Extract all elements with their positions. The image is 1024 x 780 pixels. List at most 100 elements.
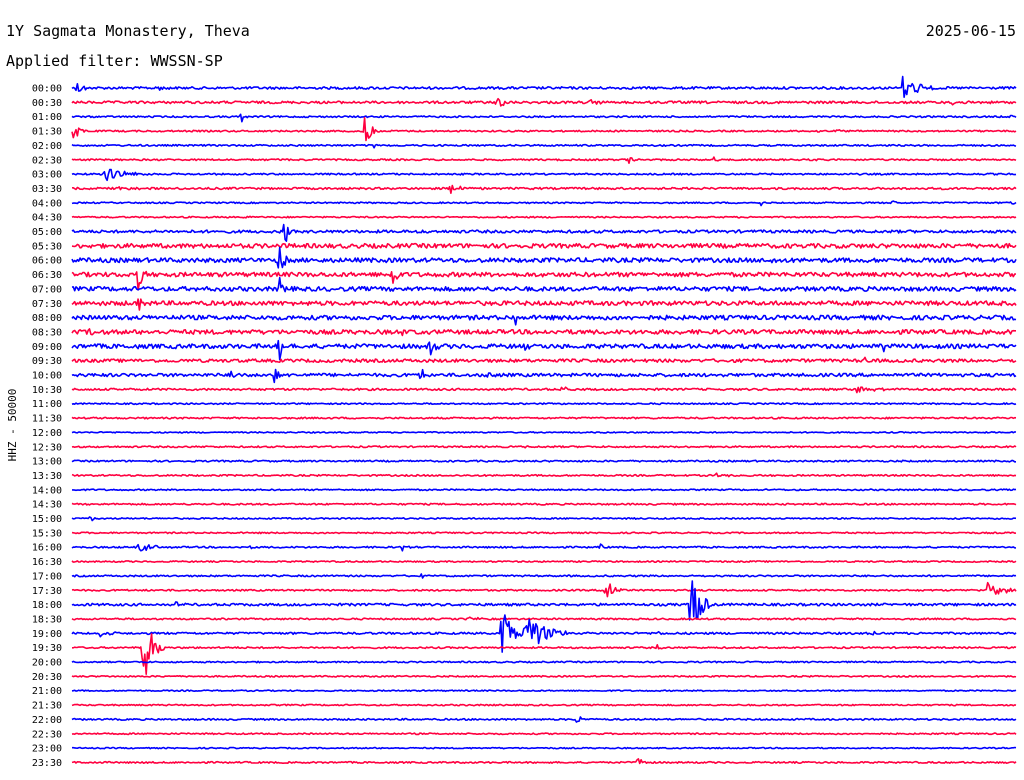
trace-0330: [72, 184, 1017, 194]
trace-0030: [71, 97, 1017, 107]
y-axis-label: HHZ - 50000: [6, 389, 19, 462]
tick-label-0030: 00:30: [32, 98, 62, 109]
tick-label-1430: 14:30: [32, 500, 62, 511]
tick-label-0430: 04:30: [32, 213, 62, 224]
trace-1800: [71, 580, 1017, 621]
tick-label-1100: 11:00: [32, 399, 62, 410]
trace-2000: [71, 660, 1017, 664]
tick-label-0200: 02:00: [32, 141, 62, 152]
trace-2030: [71, 674, 1017, 678]
trace-1530: [71, 531, 1017, 535]
trace-0200: [71, 143, 1017, 149]
trace-0300: [71, 168, 1017, 182]
tick-label-1730: 17:30: [32, 586, 62, 597]
tick-label-0830: 08:30: [32, 327, 62, 338]
tick-label-2100: 21:00: [32, 686, 62, 697]
trace-0400: [71, 200, 1017, 207]
trace-1000: [71, 368, 1017, 384]
trace-1900: [71, 614, 1017, 653]
tick-label-0800: 08:00: [32, 313, 62, 324]
trace-0500: [71, 223, 1017, 242]
seismic-traces: [71, 75, 1017, 765]
trace-1030: [71, 386, 1017, 394]
tick-label-0400: 04:00: [32, 198, 62, 209]
trace-1630: [71, 560, 1017, 563]
tick-label-1200: 12:00: [32, 428, 62, 439]
tick-label-0000: 00:00: [32, 84, 62, 95]
chart-date: 2025-06-15: [926, 22, 1016, 40]
tick-label-1000: 10:00: [32, 371, 62, 382]
trace-0230: [71, 156, 1017, 164]
trace-1830: [71, 616, 1017, 621]
trace-1330: [71, 472, 1017, 478]
station-title: 1Y Sagmata Monastery, Theva: [6, 22, 250, 40]
tick-label-1800: 18:00: [32, 600, 62, 611]
trace-0730: [71, 298, 1017, 311]
tick-label-0900: 09:00: [32, 342, 62, 353]
tick-label-0930: 09:30: [32, 356, 62, 367]
tick-label-1030: 10:30: [32, 385, 62, 396]
tick-label-1330: 13:30: [32, 471, 62, 482]
tick-label-0330: 03:30: [32, 184, 62, 195]
tick-label-1230: 12:30: [32, 442, 62, 453]
trace-2200: [71, 716, 1017, 723]
tick-label-2200: 22:00: [32, 715, 62, 726]
tick-label-1500: 15:00: [32, 514, 62, 525]
trace-1400: [72, 488, 1017, 492]
tick-label-1830: 18:30: [32, 614, 62, 625]
trace-2330: [71, 758, 1017, 765]
tick-label-1400: 14:00: [32, 485, 62, 496]
trace-1430: [71, 502, 1017, 506]
tick-label-1530: 15:30: [32, 528, 62, 539]
tick-label-1700: 17:00: [32, 571, 62, 582]
applied-filter: Applied filter: WWSSN-SP: [6, 52, 223, 70]
trace-0530: [71, 242, 1017, 249]
tick-label-0530: 05:30: [32, 241, 62, 252]
trace-0100: [71, 113, 1017, 123]
trace-0700: [71, 276, 1017, 293]
trace-0630: [71, 270, 1017, 291]
trace-0000: [71, 75, 1017, 98]
tick-label-1130: 11:30: [32, 414, 62, 425]
tick-label-0730: 07:30: [32, 299, 62, 310]
hour-tick-labels: 00:00 00:30 01:00 01:30 02:00 02:30 03:00 03:30…: [32, 84, 62, 769]
tick-label-0700: 07:00: [32, 284, 62, 295]
trace-1930: [72, 633, 1017, 675]
trace-0930: [71, 356, 1017, 363]
trace-0130: [71, 116, 1017, 142]
trace-1600: [71, 543, 1017, 552]
tick-label-0100: 01:00: [32, 112, 62, 123]
tick-label-2030: 20:30: [32, 672, 62, 683]
tick-label-2130: 21:30: [32, 701, 62, 712]
trace-0600: [71, 246, 1017, 269]
tick-label-1930: 19:30: [32, 643, 62, 654]
tick-label-0500: 05:00: [32, 227, 62, 238]
trace-1230: [71, 445, 1017, 449]
trace-0900: [71, 339, 1017, 361]
trace-2230: [71, 732, 1017, 736]
trace-0430: [71, 215, 1017, 219]
tick-label-2230: 22:30: [32, 729, 62, 740]
tick-label-1300: 13:00: [32, 457, 62, 468]
trace-2100: [71, 689, 1017, 693]
trace-1100: [71, 402, 1017, 406]
trace-0800: [71, 314, 1017, 326]
trace-1300: [71, 459, 1016, 463]
trace-2130: [71, 703, 1017, 707]
tick-label-0230: 02:30: [32, 155, 62, 166]
tick-label-0130: 01:30: [32, 127, 62, 138]
tick-label-1630: 16:30: [32, 557, 62, 568]
trace-2300: [72, 746, 1017, 750]
trace-1700: [71, 573, 1017, 579]
tick-label-2330: 23:30: [32, 758, 62, 769]
tick-label-0600: 06:00: [32, 256, 62, 267]
trace-1200: [71, 431, 1017, 434]
tick-label-0630: 06:30: [32, 270, 62, 281]
tick-label-1900: 19:00: [32, 629, 62, 640]
trace-1730: [71, 581, 1017, 598]
tick-label-1600: 16:00: [32, 543, 62, 554]
trace-0830: [71, 328, 1016, 337]
tick-label-2300: 23:00: [32, 744, 62, 755]
trace-1130: [71, 416, 1017, 420]
